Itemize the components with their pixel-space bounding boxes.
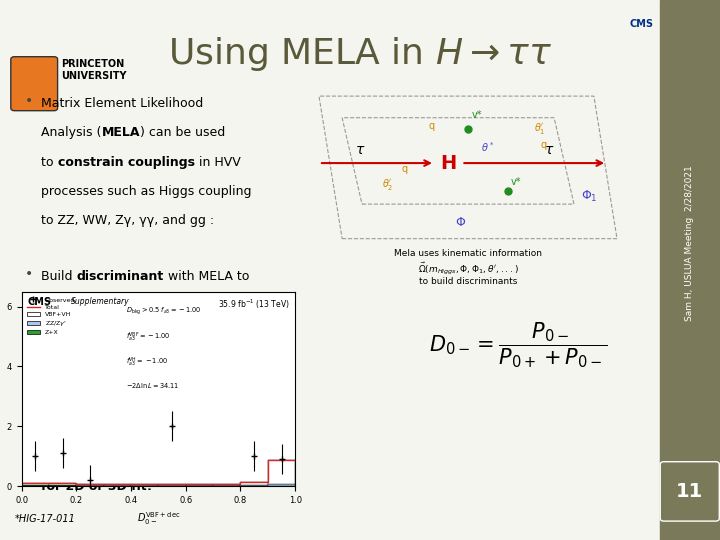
Text: ) can be used: ) can be used (140, 126, 225, 139)
Bar (22, 483, 49, 484)
Text: $\theta_1'$: $\theta_1'$ (534, 120, 546, 136)
Text: •: • (25, 418, 33, 433)
Bar (186, 484, 213, 485)
Text: $\tau$: $\tau$ (544, 144, 554, 158)
Text: for 2D or 3D fit!: for 2D or 3D fit! (41, 480, 153, 492)
Bar (660, 0, 720, 540)
Bar (22, 485, 49, 486)
Bar (268, 484, 295, 485)
Text: $f_{a3}^{\mathrm{VBF}}=-1.00$: $f_{a3}^{\mathrm{VBF}}=-1.00$ (125, 330, 170, 344)
Bar (49, 483, 76, 485)
Text: q: q (428, 120, 434, 131)
Text: Mela uses kinematic information: Mela uses kinematic information (394, 249, 542, 258)
Text: $\tau$: $\tau$ (356, 144, 366, 158)
Text: 35.9 fb$^{-1}$ (13 TeV): 35.9 fb$^{-1}$ (13 TeV) (218, 298, 289, 311)
Text: with MELA to: with MELA to (163, 270, 249, 283)
Y-axis label: Events / 0.10: Events / 0.10 (0, 357, 1, 421)
FancyBboxPatch shape (660, 462, 719, 521)
Text: MELA: MELA (102, 126, 140, 139)
Text: $\theta_2'$: $\theta_2'$ (382, 177, 393, 192)
Text: Matrix Element Likelihood: Matrix Element Likelihood (41, 97, 203, 110)
Text: to ZZ, WW, Zγ, γγ, and gg :: to ZZ, WW, Zγ, γγ, and gg : (41, 214, 214, 227)
Text: discriminant: discriminant (76, 270, 163, 283)
Text: $-2\Delta\ln L=34.11$: $-2\Delta\ln L=34.11$ (125, 381, 179, 390)
Text: $f_{a3}^{\mathrm{VH}}=-1.00$: $f_{a3}^{\mathrm{VH}}=-1.00$ (125, 356, 168, 369)
Text: Build: Build (41, 270, 76, 283)
Legend: Observed, Total, VBF+VH, ZZ/Z$\gamma$', Z+X: Observed, Total, VBF+VH, ZZ/Z$\gamma$', … (24, 295, 78, 338)
Text: CMS: CMS (27, 298, 51, 307)
Text: PRINCETON
UNIVERSITY: PRINCETON UNIVERSITY (61, 59, 127, 81)
Text: H: H (440, 153, 456, 173)
Bar (49, 485, 76, 486)
Text: to: to (41, 156, 58, 168)
Bar (131, 484, 158, 485)
Text: processes such as Higgs coupling: processes such as Higgs coupling (41, 185, 251, 198)
Text: •: • (25, 267, 33, 281)
Text: conjunction with: conjunction with (41, 450, 148, 463)
Text: $D_{0-} = \dfrac{P_{0-}}{P_{0+} + P_{0-}}$: $D_{0-} = \dfrac{P_{0-}}{P_{0+} + P_{0-}… (429, 321, 608, 370)
Text: Machine Learning: Machine Learning (148, 450, 273, 463)
Text: v*: v* (472, 110, 482, 120)
Bar (158, 484, 186, 485)
Text: Using MELA in $H \rightarrow \tau\tau$: Using MELA in $H \rightarrow \tau\tau$ (168, 35, 552, 73)
Bar (76, 484, 104, 485)
Bar (213, 484, 240, 485)
Text: constrain couplings: constrain couplings (58, 156, 194, 168)
Text: $\vec{\Omega}(m_{Higgs},\Phi,\Phi_1,\theta',...)$: $\vec{\Omega}(m_{Higgs},\Phi,\Phi_1,\the… (418, 261, 518, 277)
Text: q: q (541, 140, 547, 150)
Text: q: q (402, 164, 408, 174)
Text: 11: 11 (676, 482, 703, 501)
Text: Analysis (: Analysis ( (41, 126, 102, 139)
Text: $\theta^*$: $\theta^*$ (481, 140, 495, 154)
Text: v*: v* (511, 177, 521, 187)
Text: CMS: CMS (629, 19, 653, 29)
Text: $\Phi$: $\Phi$ (455, 215, 466, 229)
Text: $\Phi_1$: $\Phi_1$ (580, 189, 598, 204)
Text: Sam H, USLUA Meeting  2/28/2021: Sam H, USLUA Meeting 2/28/2021 (685, 165, 694, 321)
Text: •: • (25, 94, 33, 109)
Text: make an: make an (41, 299, 99, 312)
Bar (22, 484, 49, 485)
FancyBboxPatch shape (11, 57, 58, 111)
Text: For the future, use discriminant in: For the future, use discriminant in (41, 421, 253, 434)
Text: Supplementary: Supplementary (71, 298, 130, 306)
X-axis label: $D_{0-}^{\mathrm{VBF+dec}}$: $D_{0-}^{\mathrm{VBF+dec}}$ (137, 510, 180, 527)
Text: $D_{\mathrm{bkg}} > 0.5\ f_{a3}=-1.00$: $D_{\mathrm{bkg}} > 0.5\ f_{a3}=-1.00$ (125, 305, 201, 316)
Text: in HVV: in HVV (194, 156, 240, 168)
Bar (104, 484, 131, 485)
Bar (268, 460, 295, 484)
Text: *HIG-17-011: *HIG-17-011 (14, 514, 76, 524)
Text: to build discriminants: to build discriminants (419, 278, 517, 286)
Text: optimal observable: optimal observable (99, 299, 234, 312)
Bar (240, 482, 268, 485)
